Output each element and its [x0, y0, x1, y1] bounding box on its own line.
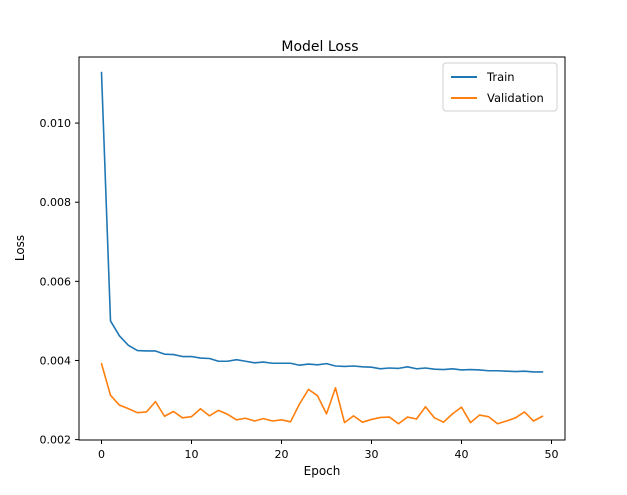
x-tick-label: 20 — [275, 448, 289, 461]
legend-label-validation: Validation — [487, 91, 544, 105]
series-line-validation — [100, 362, 544, 425]
y-tick-label: 0.002 — [40, 434, 72, 447]
y-axis-label: Loss — [13, 235, 27, 261]
y-tick-label: 0.006 — [40, 275, 72, 288]
x-axis: 0 10 20 30 40 50 — [98, 440, 559, 461]
y-axis: 0.002 0.004 0.006 0.008 0.010 — [40, 117, 79, 447]
x-tick-label: 10 — [185, 448, 199, 461]
legend: Train Validation — [442, 62, 558, 112]
y-tick-label: 0.004 — [40, 354, 72, 367]
y-tick-label: 0.010 — [40, 117, 72, 130]
series-line-train — [100, 71, 544, 373]
chart-title: Model Loss — [281, 39, 358, 55]
legend-label-train: Train — [486, 70, 515, 84]
axes-frame — [78, 56, 566, 441]
plot-area — [100, 71, 544, 425]
x-tick-label: 40 — [455, 448, 469, 461]
y-tick-label: 0.008 — [40, 196, 72, 209]
x-tick-label: 30 — [365, 448, 379, 461]
x-tick-label: 0 — [98, 448, 105, 461]
x-axis-label: Epoch — [304, 464, 341, 478]
x-tick-label: 50 — [545, 448, 559, 461]
